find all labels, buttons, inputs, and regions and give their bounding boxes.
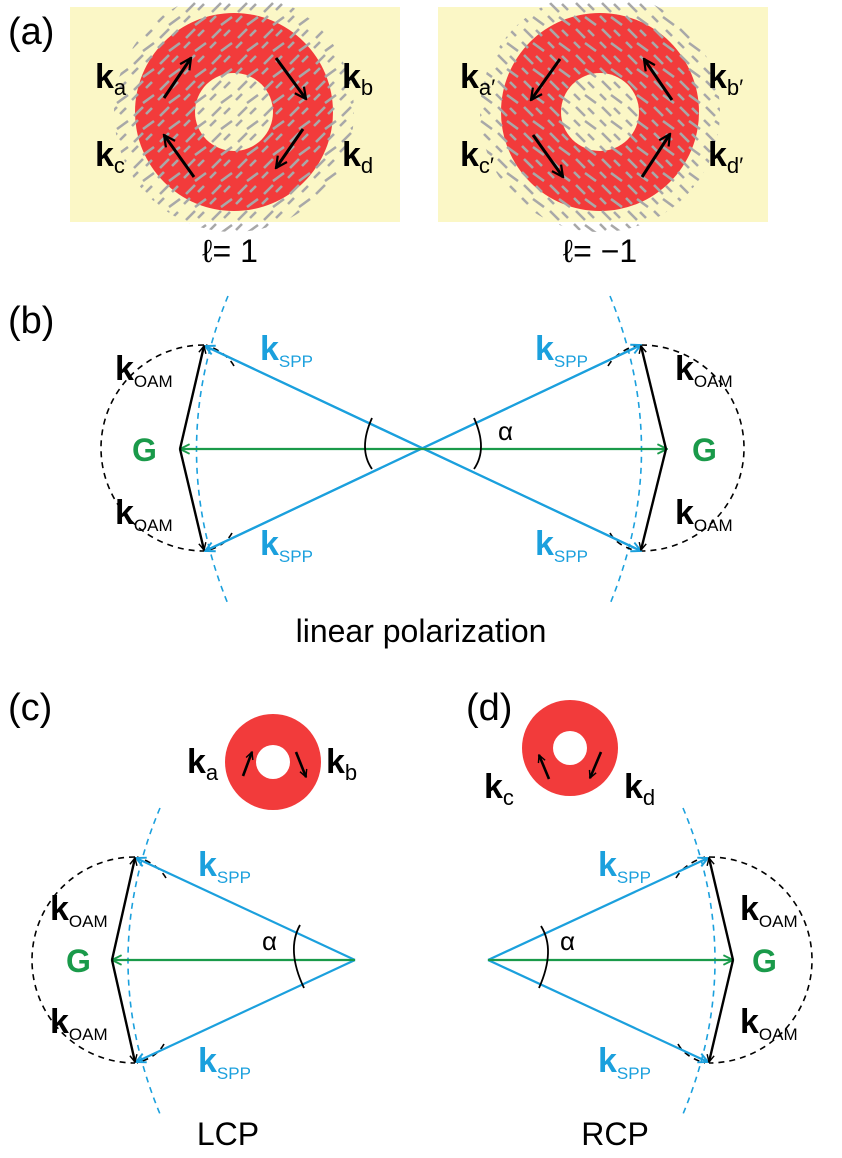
alpha-arc-left	[364, 417, 373, 470]
label-lcp-kb: kb	[326, 743, 357, 785]
caption-rcp: RCP	[581, 1116, 649, 1152]
label-koam-top-left: kOAM	[115, 350, 173, 391]
label-kspp-top-left: kSPP	[260, 330, 313, 371]
oam-arrow-left-up	[178, 346, 204, 450]
oam-arrow-c-up	[110, 858, 135, 961]
label-kc: kc	[95, 136, 125, 178]
label-kb: kb	[342, 58, 373, 100]
left-hatch	[114, 0, 354, 232]
donut-rcp-arrow-right	[590, 751, 603, 778]
label-c-koam-top: kOAM	[50, 890, 108, 931]
label-koam-bottom-left: kOAM	[115, 494, 173, 535]
panel-c-label: (c)	[8, 687, 52, 729]
spp-line-d-down	[487, 959, 708, 1062]
alpha-arc-right	[473, 417, 482, 470]
label-d-kspp-top: kSPP	[598, 846, 651, 887]
panel-b: (b) α kSPP kSPP kSPP kSPP kOAM kOA	[8, 295, 745, 649]
label-kc-prime: kc′	[460, 136, 494, 178]
oam-arrow-right-down	[641, 448, 668, 550]
arrow-kd-prime	[640, 134, 670, 178]
label-d-koam-top: kOAM	[740, 890, 798, 931]
label-c-koam-bottom: kOAM	[50, 1003, 108, 1044]
alpha-label-d: α	[560, 926, 575, 956]
oam-right-box: ka′ kb′ kc′ kd′	[438, 0, 768, 232]
donut-lcp-arrow-left	[241, 752, 252, 777]
panel-d: (d) kc kd α kSPP kSPP kOAM kOAM G RCP	[466, 687, 813, 1152]
panel-a-label: (a)	[8, 11, 54, 53]
arrow-ka	[162, 58, 191, 99]
arrow-kb	[274, 57, 306, 99]
alpha-arc-d	[538, 925, 549, 989]
right-hatch	[480, 0, 720, 232]
spp-line-c-down	[136, 959, 356, 1062]
arrow-kb-prime	[644, 59, 674, 101]
oam-arrow-right-up	[641, 346, 668, 450]
oam-circle-c	[31, 856, 136, 1064]
label-kspp-bottom-right: kSPP	[535, 525, 588, 566]
donut-lcp-arrow-right	[294, 751, 306, 777]
spp-line-d-up	[487, 858, 708, 961]
oam-circle-d	[708, 856, 813, 1064]
label-d-kspp-bottom: kSPP	[598, 1042, 651, 1083]
label-c-kspp-bottom: kSPP	[198, 1042, 251, 1083]
label-kb-prime: kb′	[708, 58, 743, 100]
alpha-label-c: α	[262, 926, 277, 956]
caption-l-minus-one: ℓ= −1	[563, 233, 637, 269]
oam-circle-left	[100, 344, 205, 552]
arrow-kc	[164, 135, 196, 178]
arrow-kd	[276, 128, 305, 168]
oam-arrow-left-down	[178, 448, 204, 550]
oam-arrow-d-up	[709, 858, 735, 961]
label-koam-bottom-right: kOAM	[675, 494, 733, 535]
panel-a: (a) ka kb kc kd ℓ= 1	[8, 0, 768, 269]
label-ka: ka	[95, 58, 127, 100]
label-d-g: G	[752, 943, 777, 979]
oam-left-box: ka kb kc kd	[70, 0, 400, 232]
donut-rcp-arrow-left	[539, 755, 551, 780]
label-c-kspp-top: kSPP	[198, 846, 251, 887]
caption-l-plus-one: ℓ= 1	[202, 233, 258, 269]
oam-arrow-c-down	[110, 959, 135, 1062]
label-koam-top-right: kOAM	[675, 350, 733, 391]
alpha-label-b: α	[498, 416, 513, 446]
alpha-arc-c	[292, 924, 305, 989]
label-kspp-bottom-left: kSPP	[260, 525, 313, 566]
label-rcp-kd: kd	[624, 768, 655, 810]
label-rcp-kc: kc	[484, 768, 514, 810]
label-g-right: G	[692, 432, 717, 468]
panel-d-label: (d)	[466, 687, 512, 729]
label-kd: kd	[342, 136, 373, 178]
label-d-koam-bottom: kOAM	[740, 1003, 798, 1044]
donut-rcp-hole	[553, 731, 587, 765]
panel-b-label: (b)	[8, 300, 54, 342]
caption-linear-polarization: linear polarization	[296, 613, 547, 649]
caption-lcp: LCP	[197, 1116, 259, 1152]
label-c-g: G	[66, 943, 91, 979]
spp-line-c-up	[136, 858, 356, 961]
label-ka-prime: ka′	[460, 58, 495, 100]
arrow-kc-prime	[531, 134, 563, 177]
panel-c: (c) ka kb α kSPP kSPP kOAM kOAM G LCP	[8, 687, 357, 1152]
oam-arrow-d-down	[709, 959, 735, 1062]
donut-lcp-hole	[256, 745, 290, 779]
label-kd-prime: kd′	[708, 136, 743, 178]
label-lcp-ka: ka	[187, 743, 219, 785]
label-kspp-top-right: kSPP	[535, 330, 588, 371]
arrow-ka-prime	[531, 58, 562, 100]
oam-circle-right	[640, 344, 745, 552]
label-g-left: G	[132, 432, 157, 468]
